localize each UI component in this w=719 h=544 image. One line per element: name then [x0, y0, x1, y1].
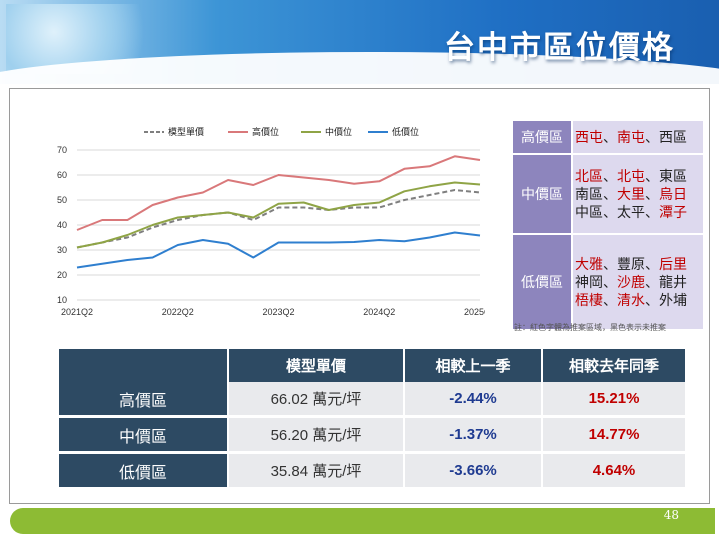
- district-label: 低價區: [511, 233, 573, 331]
- district-name-active: 潭子: [659, 204, 687, 220]
- y-tick-label: 30: [57, 245, 67, 255]
- district-name-active: 西屯: [575, 129, 603, 145]
- series-line: [76, 189, 481, 249]
- row-label: 低價區: [59, 454, 229, 490]
- district-name: 、豐原、: [603, 256, 659, 272]
- x-tick-label: 2024Q2: [363, 307, 395, 317]
- row-yoy: 14.77%: [543, 418, 687, 454]
- district-name: 、東區: [645, 168, 687, 184]
- district-name-active: 南屯: [617, 129, 645, 145]
- district-name: 、: [603, 292, 617, 308]
- series-line: [76, 155, 481, 231]
- price-line-chart: 10 20 30 40 50 60 70 2021Q2 2022Q2 2023Q2 2024Q2 20…: [57, 126, 485, 317]
- series-line: [76, 231, 481, 269]
- header-price: 模型單價: [229, 349, 405, 382]
- district-name: 、西區: [645, 129, 687, 145]
- row-price: 56.20 萬元/坪: [229, 418, 405, 454]
- district-label: 中價區: [511, 153, 573, 235]
- district-line: 神岡、沙鹿、龍井: [575, 273, 701, 291]
- series-line: [76, 181, 481, 249]
- footer-bar: [10, 508, 715, 534]
- district-name-active: 清水: [617, 292, 645, 308]
- district-name: 、: [603, 129, 617, 145]
- table-row: 高價區 66.02 萬元/坪 -2.44% 15.21%: [59, 382, 687, 418]
- district-name-active: 沙鹿: [617, 274, 645, 290]
- district-list: 大雅、豐原、后里 神岡、沙鹿、龍井 梧棲、清水、外埔: [571, 233, 705, 331]
- row-qoq: -1.37%: [405, 418, 543, 454]
- district-name: 中區、太平、: [575, 204, 659, 220]
- legend-label: 模型單價: [168, 127, 204, 138]
- page-number: 48: [663, 508, 679, 522]
- x-tick-label: 2023Q2: [262, 307, 294, 317]
- district-row: 高價區 西屯、南屯、西區: [511, 119, 705, 155]
- row-price: 35.84 萬元/坪: [229, 454, 405, 490]
- header-blank: [59, 349, 229, 382]
- y-tick-label: 70: [57, 145, 67, 155]
- district-line: 西屯、南屯、西區: [575, 128, 701, 146]
- district-line: 大雅、豐原、后里: [575, 255, 701, 273]
- district-name: 、: [645, 186, 659, 202]
- header-qoq: 相較上一季: [405, 349, 543, 382]
- district-line: 梧棲、清水、外埔: [575, 291, 701, 309]
- district-name-active: 后里: [659, 256, 687, 272]
- district-table: 高價區 西屯、南屯、西區 中價區 北區、北屯、東區 南區、大里、烏日 中區、太平、潭子 低價…: [511, 119, 705, 331]
- district-line: 南區、大里、烏日: [575, 185, 701, 203]
- district-name: 、龍井: [645, 274, 687, 290]
- district-name-active: 北屯: [617, 168, 645, 184]
- district-name: 、外埔: [645, 292, 687, 308]
- district-name: 神岡、: [575, 274, 617, 290]
- district-label: 高價區: [511, 119, 573, 155]
- district-name-active: 梧棲: [575, 292, 603, 308]
- district-list: 北區、北屯、東區 南區、大里、烏日 中區、太平、潭子: [571, 153, 705, 235]
- table-row: 中價區 56.20 萬元/坪 -1.37% 14.77%: [59, 418, 687, 454]
- header-yoy: 相較去年同季: [543, 349, 687, 382]
- row-label: 高價區: [59, 382, 229, 418]
- legend-label: 低價位: [392, 126, 419, 138]
- row-qoq: -3.66%: [405, 454, 543, 490]
- y-tick-label: 20: [57, 270, 67, 280]
- district-name: 、: [603, 168, 617, 184]
- legend-label: 高價位: [252, 126, 279, 138]
- row-label: 中價區: [59, 418, 229, 454]
- chart-note: 註：紅色字體為推案區域，黑色表示未推案: [514, 323, 666, 332]
- district-name-active: 大雅: [575, 256, 603, 272]
- x-tick-label: 2025Q2: [464, 307, 485, 317]
- x-tick-label: 2021Q2: [61, 307, 93, 317]
- district-row: 中價區 北區、北屯、東區 南區、大里、烏日 中區、太平、潭子: [511, 153, 705, 235]
- row-qoq: -2.44%: [405, 382, 543, 418]
- district-name-active: 大里: [617, 186, 645, 202]
- legend-label: 中價位: [325, 126, 352, 138]
- x-tick-label: 2022Q2: [162, 307, 194, 317]
- row-yoy: 15.21%: [543, 382, 687, 418]
- district-line: 北區、北屯、東區: [575, 167, 701, 185]
- district-name: 南區、: [575, 186, 617, 202]
- district-list: 西屯、南屯、西區: [571, 119, 705, 155]
- header-banner: [0, 0, 719, 84]
- y-tick-label: 50: [57, 195, 67, 205]
- y-tick-label: 40: [57, 220, 67, 230]
- district-name-active: 北區: [575, 168, 603, 184]
- y-tick-label: 60: [57, 170, 67, 180]
- row-price: 66.02 萬元/坪: [229, 382, 405, 418]
- table-row: 低價區 35.84 萬元/坪 -3.66% 4.64%: [59, 454, 687, 490]
- district-row: 低價區 大雅、豐原、后里 神岡、沙鹿、龍井 梧棲、清水、外埔: [511, 233, 705, 331]
- district-name-active: 烏日: [659, 186, 687, 202]
- district-line: 中區、太平、潭子: [575, 203, 701, 221]
- page-title: 台中市區位價格: [444, 30, 675, 66]
- price-table: 模型單價 相較上一季 相較去年同季 高價區 66.02 萬元/坪 -2.44% …: [59, 349, 687, 490]
- row-yoy: 4.64%: [543, 454, 687, 490]
- y-tick-label: 10: [57, 295, 67, 305]
